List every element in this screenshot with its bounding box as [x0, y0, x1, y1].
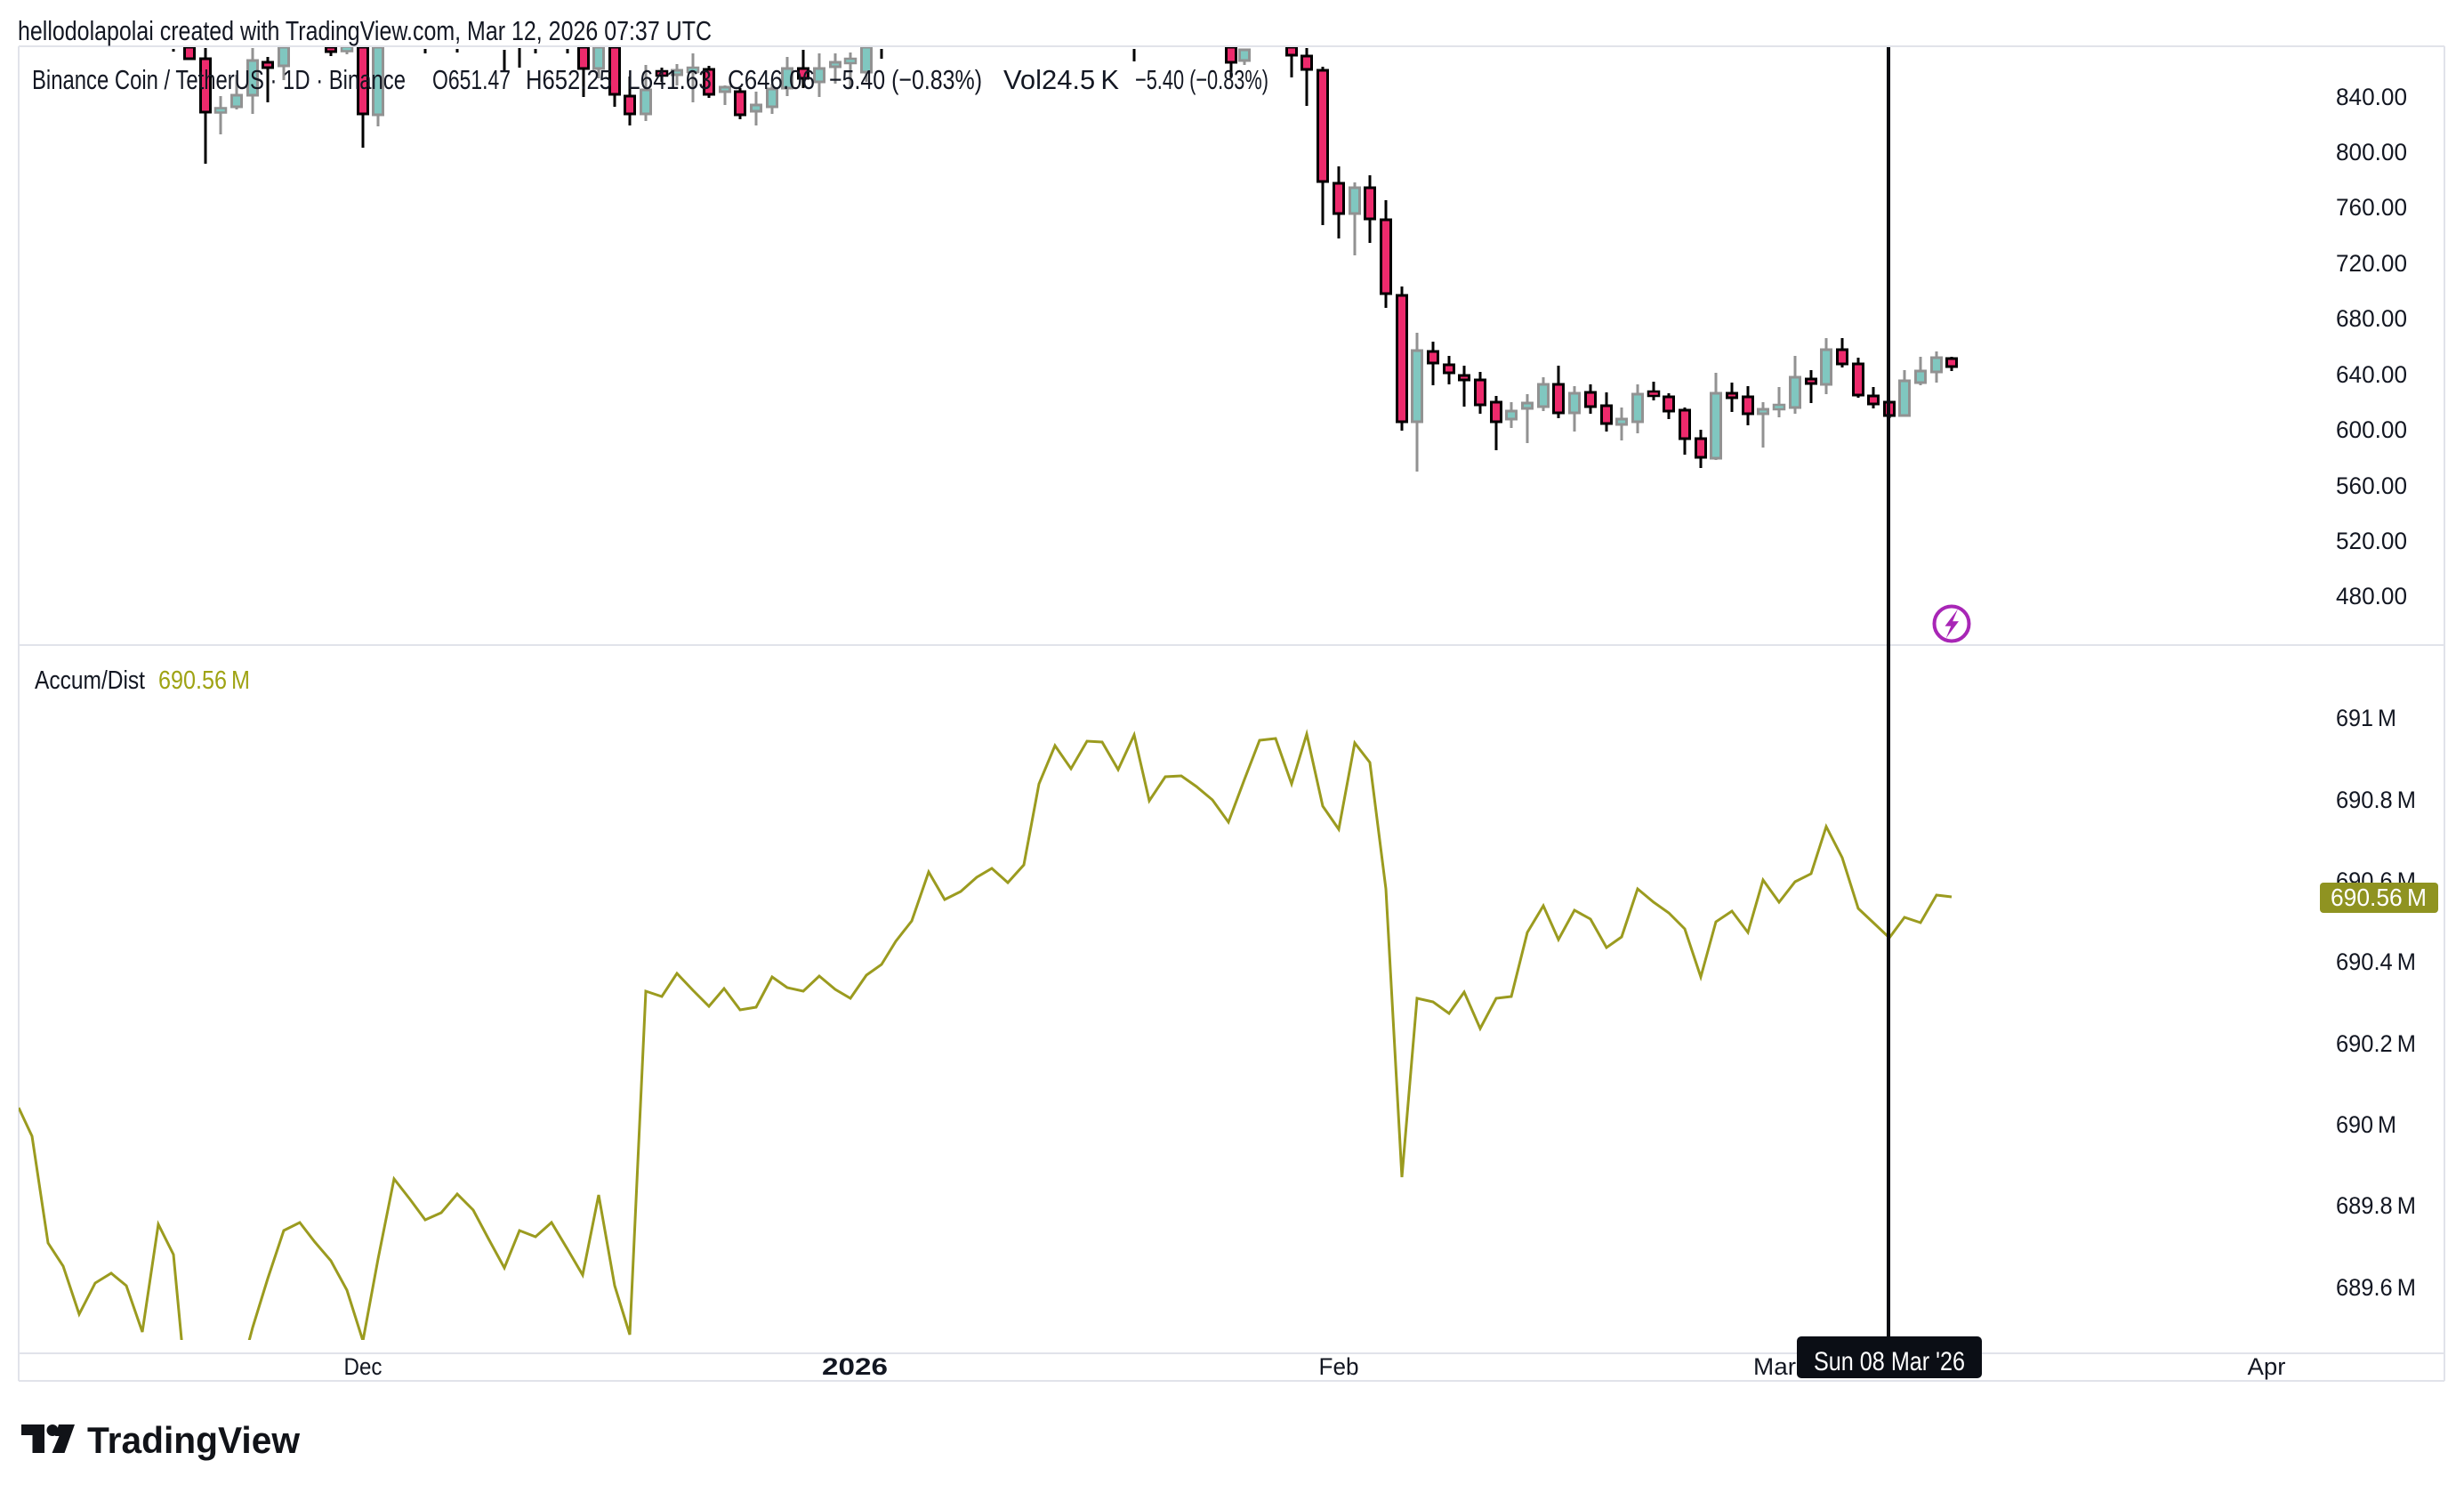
svg-text:Sun 08 Mar '26: Sun 08 Mar '26 — [1814, 1347, 1965, 1376]
svg-text:800.00: 800.00 — [2336, 139, 2407, 165]
svg-text:2026: 2026 — [822, 1353, 888, 1380]
svg-text:−5.40 (−0.83%): −5.40 (−0.83%) — [829, 64, 982, 95]
svg-text:690.4 M: 690.4 M — [2336, 948, 2416, 975]
svg-text:Binance Coin / TetherUS · 1D ·: Binance Coin / TetherUS · 1D · Binance — [32, 64, 406, 95]
svg-text:480.00: 480.00 — [2336, 583, 2407, 609]
svg-text:Feb: Feb — [1319, 1353, 1359, 1380]
svg-text:690.2 M: 690.2 M — [2336, 1030, 2416, 1057]
svg-text:690 M: 690 M — [2336, 1111, 2396, 1138]
svg-text:−5.40 (−0.83%): −5.40 (−0.83%) — [1135, 64, 1268, 95]
svg-text:O651.47: O651.47 — [432, 64, 511, 95]
svg-text:560.00: 560.00 — [2336, 472, 2407, 499]
svg-text:L641.63: L641.63 — [627, 64, 712, 95]
svg-text:691 M: 691 M — [2336, 705, 2396, 731]
svg-text:640.00: 640.00 — [2336, 361, 2407, 388]
svg-text:840.00: 840.00 — [2336, 84, 2407, 110]
svg-text:720.00: 720.00 — [2336, 250, 2407, 277]
svg-text:689.6 M: 689.6 M — [2336, 1274, 2416, 1301]
svg-text:hellodolapolai created with Tr: hellodolapolai created with TradingView.… — [18, 15, 712, 46]
svg-text:690.8 M: 690.8 M — [2336, 787, 2416, 813]
svg-text:TradingView: TradingView — [87, 1419, 300, 1461]
svg-text:Dec: Dec — [344, 1353, 382, 1380]
svg-text:Vol24.5 K: Vol24.5 K — [1003, 64, 1119, 95]
svg-text:680.00: 680.00 — [2336, 305, 2407, 332]
svg-text:520.00: 520.00 — [2336, 528, 2407, 554]
svg-text:690.56 M: 690.56 M — [2331, 884, 2427, 911]
svg-text:Mar: Mar — [1753, 1353, 1796, 1380]
svg-text:Apr: Apr — [2248, 1353, 2286, 1380]
svg-text:H652.25: H652.25 — [526, 64, 612, 95]
svg-text:C646.06: C646.06 — [728, 64, 815, 95]
svg-text:Accum/Dist: Accum/Dist — [35, 666, 145, 695]
svg-text:690.56 M: 690.56 M — [158, 666, 250, 695]
svg-text:760.00: 760.00 — [2336, 194, 2407, 221]
svg-text:689.8 M: 689.8 M — [2336, 1192, 2416, 1219]
svg-text:600.00: 600.00 — [2336, 416, 2407, 443]
